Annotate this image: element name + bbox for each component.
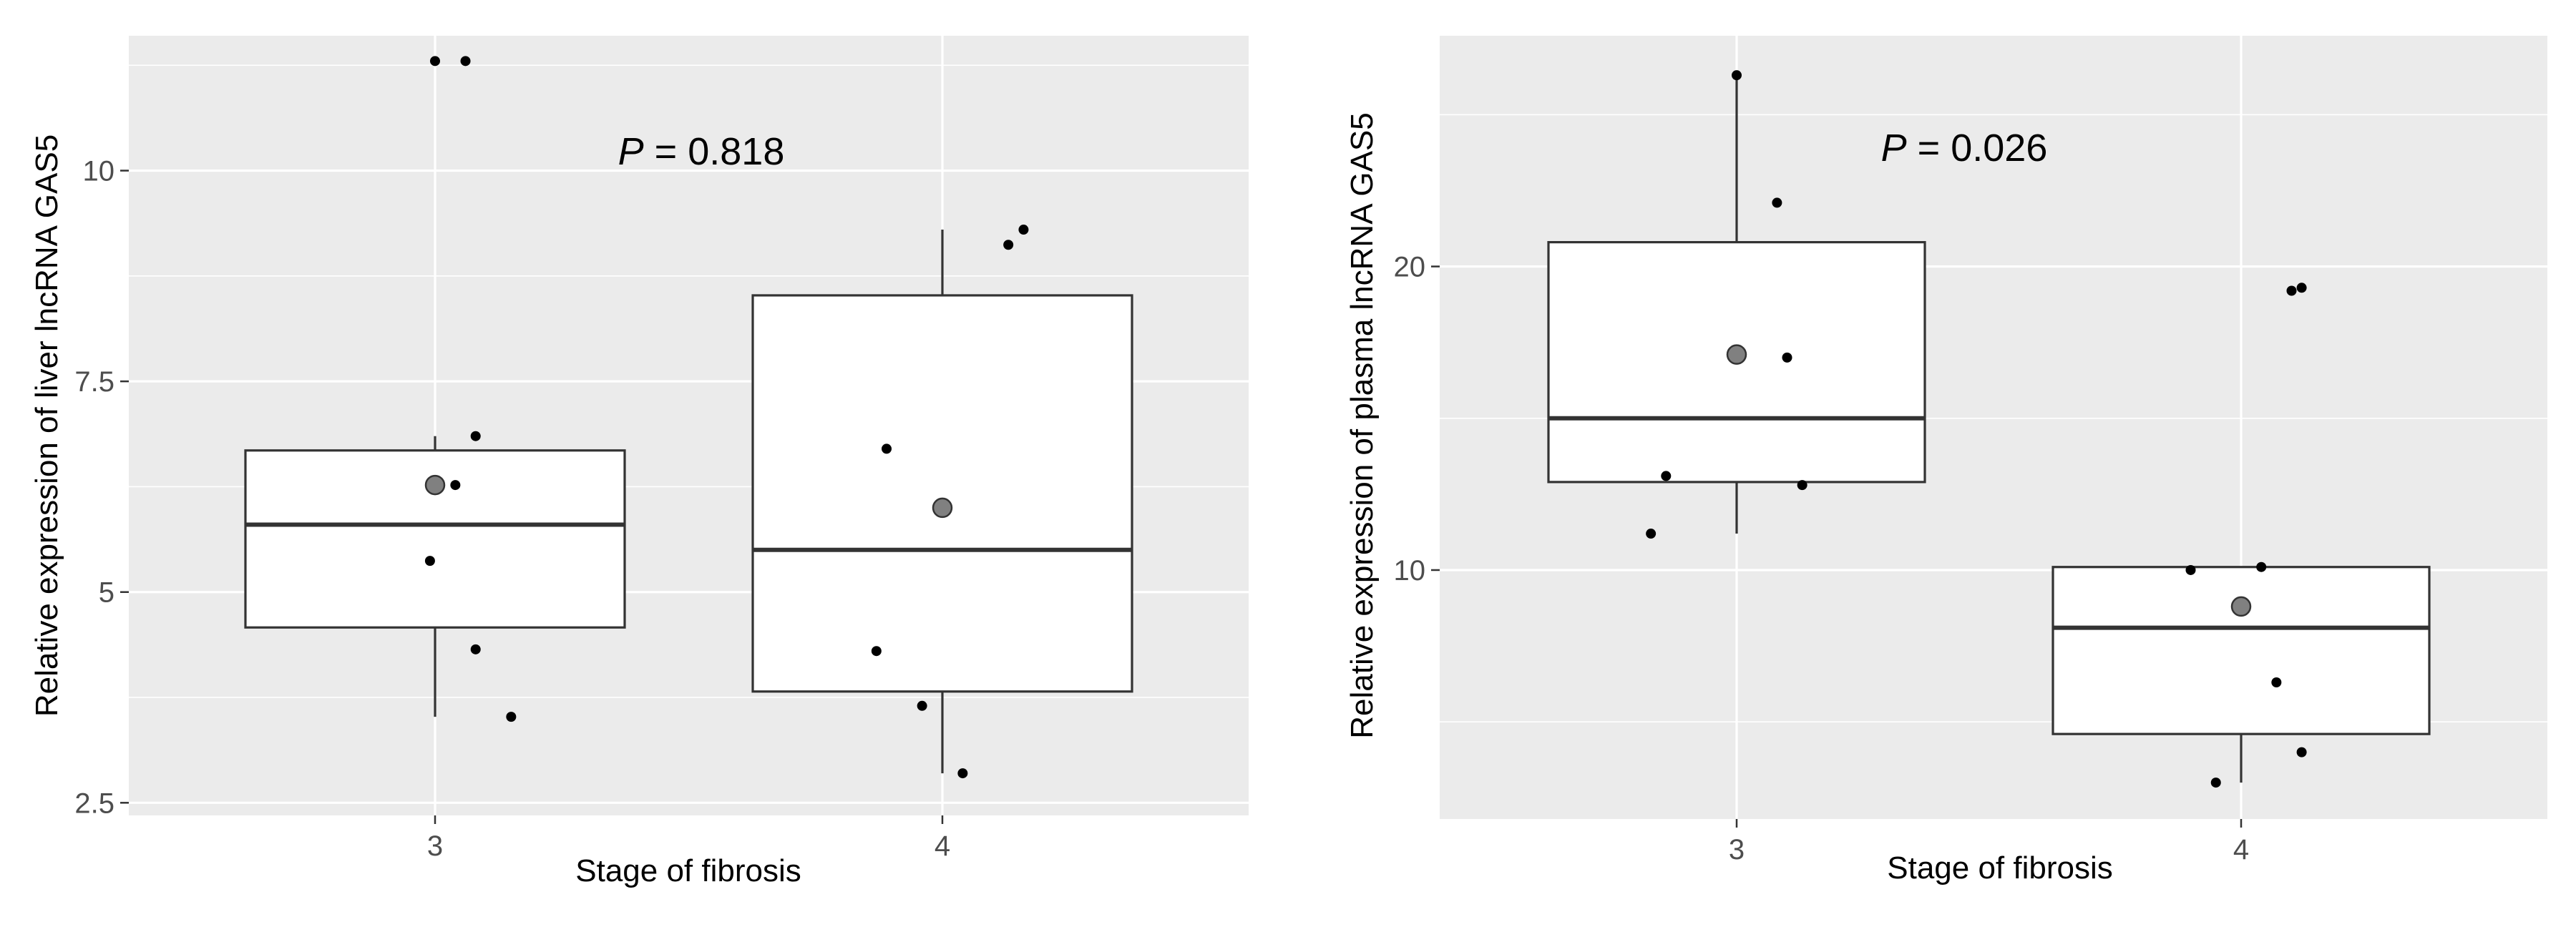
left-mean-marker-4: [932, 497, 953, 519]
left-data-point: [460, 56, 471, 67]
right-data-point: [2296, 747, 2307, 757]
left-data-point: [917, 700, 927, 711]
left-data-point: [430, 56, 440, 67]
left-data-point: [424, 556, 435, 566]
left-p-value: = 0.818: [644, 130, 785, 173]
left-y-tick-label: 7.5: [74, 366, 114, 398]
left-x-axis-title: Stage of fibrosis: [575, 853, 801, 888]
right-x-tick-label: 3: [1729, 834, 1745, 865]
right-data-point: [2271, 677, 2282, 688]
right-data-point: [2256, 561, 2267, 572]
left-data-point: [957, 768, 968, 779]
right-data-point: [1661, 471, 1672, 481]
left-data-point: [470, 431, 481, 441]
right-y-axis-title: Relative expression of plasma lncRNA GAS…: [1345, 112, 1380, 739]
left-data-point: [1018, 225, 1029, 235]
right-data-point: [1732, 70, 1742, 81]
left-y-tick-label: 10: [83, 156, 115, 187]
left-y-tick-label: 5: [99, 577, 114, 609]
left-box-4: [751, 294, 1133, 693]
right-p-symbol: P: [1881, 127, 1907, 170]
left-p-value-annotation: P = 0.818: [618, 130, 785, 173]
left-p-symbol: P: [618, 130, 644, 173]
left-chart-panel: 2.5 5 7.5 10 3 4 P = 0.818 Stage of fibrosis Rel…: [29, 36, 1249, 888]
right-data-point: [2296, 283, 2307, 293]
right-data-point: [2185, 564, 2196, 575]
left-data-point: [470, 644, 481, 654]
right-data-point: [1646, 529, 1657, 539]
right-data-point: [2210, 778, 2221, 788]
right-mean-marker-4: [2230, 596, 2252, 617]
left-x-tick-label: 3: [427, 830, 443, 862]
right-chart-panel: 10 20 3 4 P = 0.026 Stage of fibrosis Relative…: [1345, 36, 2547, 886]
left-x-tick-label: 4: [935, 830, 950, 862]
right-x-axis-title: Stage of fibrosis: [1887, 850, 2113, 886]
right-y-tick-label: 10: [1394, 555, 1426, 587]
right-data-point: [1797, 480, 1807, 491]
right-data-point: [1772, 197, 1782, 208]
right-data-point: [1782, 352, 1792, 363]
left-data-point: [450, 480, 461, 491]
left-box-3: [244, 449, 626, 629]
left-data-point: [882, 443, 892, 454]
right-p-value: = 0.026: [1907, 127, 2048, 170]
right-box-4: [2051, 566, 2431, 735]
right-y-tick-label: 20: [1394, 252, 1426, 283]
left-y-tick-label: 2.5: [74, 788, 114, 819]
left-mean-marker-3: [424, 474, 446, 496]
left-y-axis-title: Relative expression of liver lncRNA GAS5: [29, 134, 64, 717]
right-x-tick-label: 4: [2233, 834, 2249, 865]
right-p-value-annotation: P = 0.026: [1881, 127, 2048, 170]
right-data-point: [2286, 285, 2297, 296]
right-mean-marker-3: [1726, 344, 1747, 365]
left-data-point: [506, 712, 517, 722]
left-data-point: [871, 646, 882, 657]
left-data-point: [1003, 240, 1014, 250]
